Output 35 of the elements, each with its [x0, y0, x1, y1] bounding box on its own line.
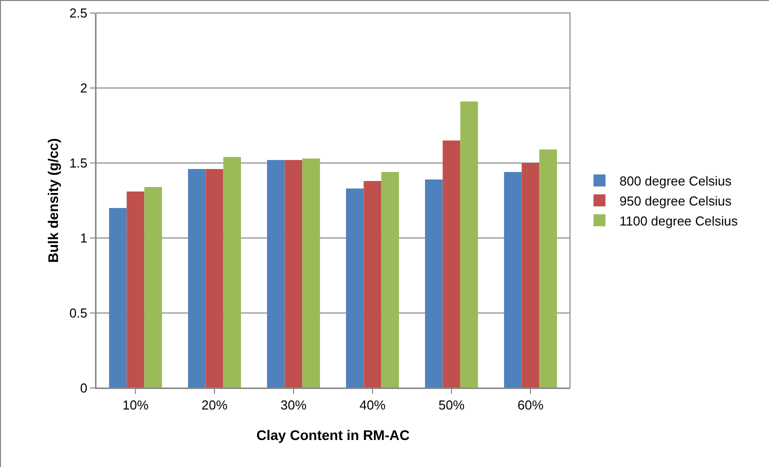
- y-tick-label: 2.5: [69, 6, 88, 21]
- bar: [346, 188, 364, 388]
- bar: [302, 158, 320, 388]
- legend-label: 950 degree Celsius: [619, 193, 732, 208]
- bar: [442, 140, 460, 388]
- bar: [188, 169, 206, 388]
- bar: [223, 157, 241, 388]
- y-tick-label: 1: [80, 230, 88, 246]
- x-tick-label: 40%: [359, 398, 386, 413]
- bar: [126, 192, 144, 388]
- bar: [109, 208, 127, 388]
- bar: [539, 150, 557, 388]
- bar: [522, 163, 540, 388]
- y-tick-label: 1.5: [69, 156, 88, 171]
- y-tick-label: 0.5: [69, 306, 88, 321]
- bar: [267, 160, 285, 388]
- x-axis-title: Clay Content in RM-AC: [256, 427, 410, 443]
- legend-label: 800 degree Celsius: [619, 174, 732, 189]
- x-tick-label: 20%: [201, 398, 228, 413]
- bar: [206, 169, 224, 388]
- bar: [144, 187, 162, 388]
- x-tick-label: 60%: [517, 398, 544, 413]
- bar: [284, 160, 302, 388]
- bar: [425, 180, 443, 388]
- bar: [381, 172, 399, 388]
- y-tick-label: 2: [80, 80, 88, 96]
- bar: [364, 181, 382, 388]
- y-axis-title: Bulk density (g/cc): [45, 138, 61, 263]
- x-tick-label: 30%: [280, 398, 307, 413]
- bar: [460, 102, 478, 388]
- bar: [504, 172, 522, 388]
- x-tick-label: 10%: [122, 398, 149, 413]
- legend-label: 1100 degree Celsius: [619, 213, 738, 228]
- x-tick-label: 50%: [438, 398, 465, 413]
- y-tick-label: 0: [80, 380, 88, 396]
